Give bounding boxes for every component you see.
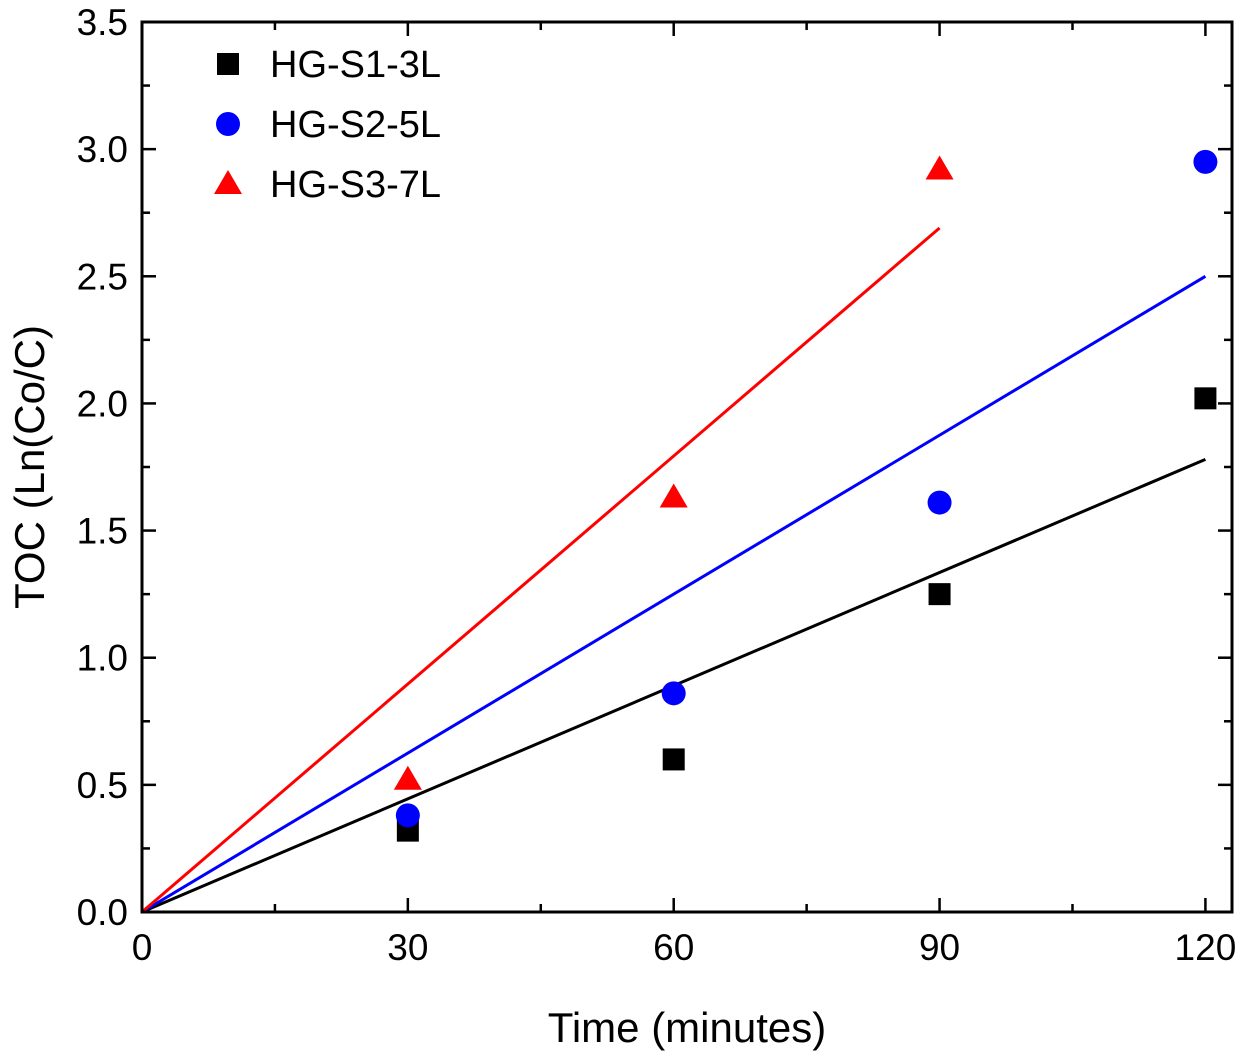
y-tick-label: 0.5 — [77, 765, 128, 806]
data-point-hg-s1-3l — [662, 748, 685, 771]
x-tick-label: 90 — [919, 927, 960, 968]
data-point-hg-s2-5l — [661, 681, 686, 706]
data-point-hg-s3-7l — [393, 765, 422, 790]
x-tick-label: 120 — [1175, 927, 1237, 968]
fit-line-hg-s3-7l — [141, 226, 941, 914]
x-tick-label: 60 — [653, 927, 694, 968]
y-tick-label: 3.0 — [77, 129, 128, 170]
y-tick-label: 0.0 — [77, 892, 128, 933]
y-axis-title: TOC (Ln(Co/C) — [6, 325, 53, 609]
data-point-hg-s2-5l — [927, 490, 952, 515]
data-point-hg-s1-3l — [1194, 387, 1217, 410]
data-point-hg-s2-5l — [395, 803, 420, 828]
legend-label: HG-S1-3L — [270, 44, 441, 86]
x-tick-label: 30 — [387, 927, 428, 968]
y-tick-label: 2.5 — [77, 256, 128, 297]
data-point-hg-s3-7l — [659, 483, 688, 508]
legend-label: HG-S3-7L — [270, 164, 441, 206]
plot-frame — [140, 20, 1234, 914]
y-tick-label: 1.0 — [77, 638, 128, 679]
y-tick-label: 3.5 — [77, 2, 128, 43]
legend-marker-triangle — [214, 170, 242, 194]
data-point-hg-s3-7l — [925, 155, 954, 180]
y-tick-label: 2.0 — [77, 383, 128, 424]
x-tick-label: 0 — [132, 927, 153, 968]
fit-line-hg-s2-5l — [141, 274, 1207, 914]
legend-label: HG-S2-5L — [270, 104, 441, 146]
legend-marker-circle — [216, 112, 240, 136]
data-point-hg-s2-5l — [1193, 149, 1218, 174]
data-point-hg-s1-3l — [928, 583, 951, 606]
legend-marker-square — [217, 53, 239, 75]
x-axis-title: Time (minutes) — [548, 1004, 826, 1051]
y-tick-label: 1.5 — [77, 511, 128, 552]
